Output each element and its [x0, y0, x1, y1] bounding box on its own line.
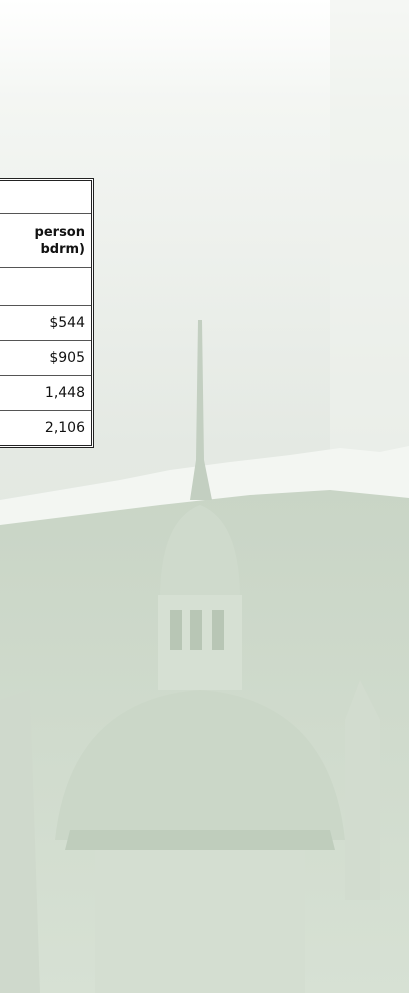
table-cell: $905 [0, 340, 91, 375]
rent-table: person bdrm) $544 $905 1,448 2,106 [0, 178, 94, 448]
header-cell: person bdrm) [0, 213, 91, 267]
header-text: bdrm) [0, 241, 85, 258]
header-text: person [0, 224, 85, 241]
table-cell: 1,448 [0, 375, 91, 410]
table-row [0, 267, 91, 305]
table-row [0, 181, 91, 213]
table-cell: $544 [0, 305, 91, 340]
page: person bdrm) $544 $905 1,448 2,106 (() =… [0, 0, 409, 993]
table-cell: 2,106 [0, 410, 91, 445]
background-photo [0, 0, 409, 993]
